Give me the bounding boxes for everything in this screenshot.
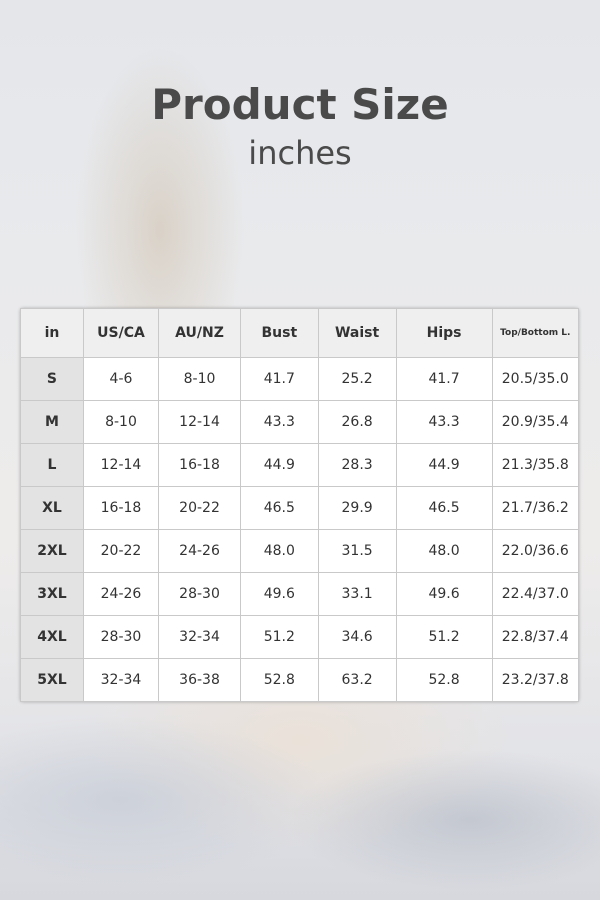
table-cell: 49.6 xyxy=(239,572,319,616)
table-row: 5XL 32-34 36-38 52.8 63.2 52.8 23.2/37.8 xyxy=(20,658,580,702)
table-cell: 51.2 xyxy=(239,615,319,659)
table-row: 4XL 28-30 32-34 51.2 34.6 51.2 22.8/37.4 xyxy=(20,615,580,659)
table-cell: 41.7 xyxy=(395,357,493,401)
table-cell: 43.3 xyxy=(239,400,319,444)
table-row: 2XL 20-22 24-26 48.0 31.5 48.0 22.0/36.6 xyxy=(20,529,580,573)
table-cell: 34.6 xyxy=(317,615,397,659)
size-label: M xyxy=(20,400,84,444)
table-row: L 12-14 16-18 44.9 28.3 44.9 21.3/35.8 xyxy=(20,443,580,487)
table-cell: 52.8 xyxy=(239,658,319,702)
table-row: S 4-6 8-10 41.7 25.2 41.7 20.5/35.0 xyxy=(20,357,580,401)
table-cell: 16-18 xyxy=(158,443,241,487)
size-label: 3XL xyxy=(20,572,84,616)
table-cell: 29.9 xyxy=(317,486,397,530)
table-cell: 12-14 xyxy=(158,400,241,444)
table-cell: 20.5/35.0 xyxy=(491,357,580,401)
table-cell: 28-30 xyxy=(82,615,160,659)
column-header: Waist xyxy=(317,308,397,358)
table-cell: 21.7/36.2 xyxy=(491,486,580,530)
table-cell: 63.2 xyxy=(317,658,397,702)
table-cell: 46.5 xyxy=(239,486,319,530)
table-cell: 44.9 xyxy=(395,443,493,487)
table-cell: 25.2 xyxy=(317,357,397,401)
table-row: XL 16-18 20-22 46.5 29.9 46.5 21.7/36.2 xyxy=(20,486,580,530)
table-cell: 32-34 xyxy=(82,658,160,702)
size-label: S xyxy=(20,357,84,401)
table-cell: 28.3 xyxy=(317,443,397,487)
table-cell: 48.0 xyxy=(395,529,493,573)
page-title: Product Size xyxy=(151,80,449,129)
table-cell: 31.5 xyxy=(317,529,397,573)
table-cell: 4-6 xyxy=(82,357,160,401)
table-cell: 46.5 xyxy=(395,486,493,530)
table-cell: 51.2 xyxy=(395,615,493,659)
column-header: in xyxy=(20,308,84,358)
table-cell: 21.3/35.8 xyxy=(491,443,580,487)
size-label: 4XL xyxy=(20,615,84,659)
table-cell: 20-22 xyxy=(82,529,160,573)
table-cell: 8-10 xyxy=(158,357,241,401)
size-label: L xyxy=(20,443,84,487)
page-subtitle: inches xyxy=(248,134,352,172)
column-header: AU/NZ xyxy=(158,308,241,358)
size-label: XL xyxy=(20,486,84,530)
table-cell: 20-22 xyxy=(158,486,241,530)
table-cell: 44.9 xyxy=(239,443,319,487)
table-cell: 33.1 xyxy=(317,572,397,616)
table-cell: 8-10 xyxy=(82,400,160,444)
size-label: 5XL xyxy=(20,658,84,702)
table-row: 3XL 24-26 28-30 49.6 33.1 49.6 22.4/37.0 xyxy=(20,572,580,616)
table-cell: 49.6 xyxy=(395,572,493,616)
table-cell: 24-26 xyxy=(158,529,241,573)
column-header: US/CA xyxy=(82,308,160,358)
table-cell: 28-30 xyxy=(158,572,241,616)
table-cell: 22.8/37.4 xyxy=(491,615,580,659)
table-cell: 26.8 xyxy=(317,400,397,444)
size-chart-table: in US/CA AU/NZ Bust Waist Hips Top/Bottom L. S… xyxy=(20,308,580,702)
table-cell: 43.3 xyxy=(395,400,493,444)
table-cell: 12-14 xyxy=(82,443,160,487)
table-cell: 48.0 xyxy=(239,529,319,573)
table-cell: 23.2/37.8 xyxy=(491,658,580,702)
table-cell: 36-38 xyxy=(158,658,241,702)
table-cell: 22.0/36.6 xyxy=(491,529,580,573)
table-cell: 20.9/35.4 xyxy=(491,400,580,444)
table-cell: 22.4/37.0 xyxy=(491,572,580,616)
size-label: 2XL xyxy=(20,529,84,573)
column-header: Top/Bottom L. xyxy=(491,308,580,358)
column-header: Hips xyxy=(395,308,493,358)
table-cell: 41.7 xyxy=(239,357,319,401)
table-cell: 24-26 xyxy=(82,572,160,616)
column-header: Bust xyxy=(239,308,319,358)
table-cell: 16-18 xyxy=(82,486,160,530)
table-header-row: in US/CA AU/NZ Bust Waist Hips Top/Bottom L. xyxy=(20,308,580,358)
table-row: M 8-10 12-14 43.3 26.8 43.3 20.9/35.4 xyxy=(20,400,580,444)
table-cell: 52.8 xyxy=(395,658,493,702)
table-cell: 32-34 xyxy=(158,615,241,659)
